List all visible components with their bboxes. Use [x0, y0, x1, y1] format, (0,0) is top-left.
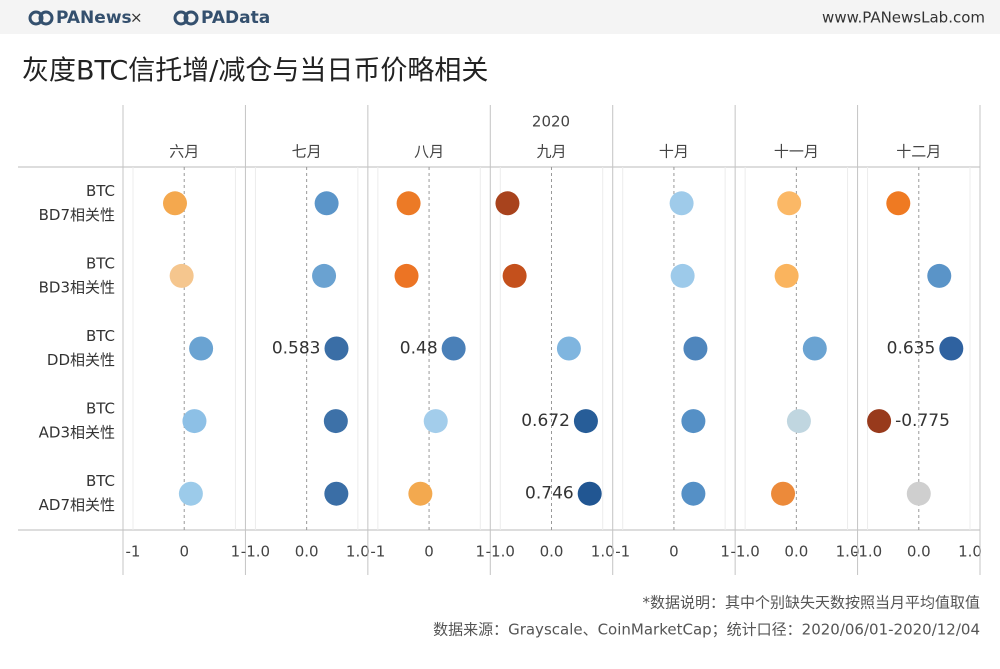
dot — [312, 263, 337, 288]
dot — [495, 191, 520, 216]
dot — [169, 263, 194, 288]
dot — [189, 336, 214, 361]
brand: PANews — [56, 8, 132, 28]
dot — [927, 263, 952, 288]
dot — [939, 336, 964, 361]
dot — [786, 409, 811, 434]
x-tick-label: 1.0 — [346, 543, 370, 561]
x-tick-label: 0.0 — [907, 543, 931, 561]
dot — [774, 263, 799, 288]
dot — [396, 191, 421, 216]
dot — [162, 191, 187, 216]
row-label: AD7相关性 — [39, 496, 115, 514]
dot — [681, 409, 706, 434]
website: www.PANewsLab.com — [822, 9, 985, 27]
dot — [771, 481, 796, 506]
x-tick-label: 1 — [476, 543, 486, 561]
dot — [182, 409, 207, 434]
value-label: -0.775 — [895, 411, 950, 431]
value-label: 0.746 — [525, 484, 574, 504]
dot — [314, 191, 339, 216]
row-label: BD7相关性 — [39, 206, 115, 224]
chart-title: 灰度BTC信托增/减仓与当日币价略相关 — [22, 56, 488, 87]
x-tick-label: -1.0 — [241, 543, 270, 561]
dot — [394, 263, 419, 288]
logo-icon — [28, 10, 44, 26]
dot — [324, 336, 349, 361]
dot — [408, 481, 433, 506]
top-bar — [0, 0, 1000, 34]
dot — [324, 481, 349, 506]
x-tick-label: 1 — [720, 543, 730, 561]
x-tick-label: 0.0 — [540, 543, 564, 561]
value-label: 0.48 — [400, 339, 438, 359]
dot — [556, 336, 581, 361]
x-tick-label: 0 — [179, 543, 189, 561]
note: *数据说明：其中个别缺失天数按照当月平均值取值 — [642, 594, 980, 612]
column-label: 九月 — [536, 143, 566, 161]
row-label: BTC — [86, 182, 115, 200]
logo-icon — [173, 10, 189, 26]
column-label: 八月 — [414, 143, 444, 161]
row-label: BTC — [86, 472, 115, 490]
dot — [777, 191, 802, 216]
x-tick-label: 1 — [231, 543, 241, 561]
x-tick-label: -1.0 — [853, 543, 882, 561]
column-label: 七月 — [292, 143, 322, 161]
separator: × — [130, 9, 143, 27]
dot — [802, 336, 827, 361]
dot — [502, 263, 527, 288]
logo-icon — [38, 10, 54, 26]
column-group: 2020 — [532, 113, 570, 131]
x-tick-label: 0 — [669, 543, 679, 561]
row-label: BTC — [86, 327, 115, 345]
value-label: 0.672 — [521, 411, 570, 431]
x-tick-label: 0.0 — [784, 543, 808, 561]
value-label: 0.583 — [272, 339, 321, 359]
row-label: AD3相关性 — [39, 424, 115, 442]
x-tick-label: -1 — [126, 543, 141, 561]
dot — [441, 336, 466, 361]
row-label: DD相关性 — [47, 351, 115, 369]
x-tick-label: -1.0 — [731, 543, 760, 561]
dot — [423, 409, 448, 434]
row-label: BTC — [86, 400, 115, 418]
x-tick-label: 0.0 — [295, 543, 319, 561]
dot — [681, 481, 706, 506]
x-tick-label: -1 — [370, 543, 385, 561]
note: 数据来源：Grayscale、CoinMarketCap；统计口径：2020/0… — [433, 621, 980, 639]
dot — [670, 263, 695, 288]
x-tick-label: -1 — [615, 543, 630, 561]
column-label: 六月 — [169, 143, 199, 161]
row-label: BD3相关性 — [39, 278, 115, 296]
dot — [178, 481, 203, 506]
dot — [906, 481, 931, 506]
logo-icon — [183, 10, 199, 26]
dot — [577, 481, 602, 506]
brand: PAData — [201, 8, 270, 28]
dot — [867, 409, 892, 434]
x-tick-label: 1.0 — [836, 543, 860, 561]
x-tick-label: -1.0 — [486, 543, 515, 561]
column-label: 十二月 — [896, 143, 941, 161]
column-label: 十月 — [659, 143, 689, 161]
dot — [669, 191, 694, 216]
value-label: 0.635 — [887, 339, 936, 359]
x-tick-label: 1.0 — [958, 543, 982, 561]
x-tick-label: 1.0 — [591, 543, 615, 561]
dot — [323, 409, 348, 434]
dot — [886, 191, 911, 216]
column-label: 十一月 — [774, 143, 819, 161]
dot — [683, 336, 708, 361]
dot — [573, 409, 598, 434]
x-tick-label: 0 — [424, 543, 434, 561]
row-label: BTC — [86, 254, 115, 272]
